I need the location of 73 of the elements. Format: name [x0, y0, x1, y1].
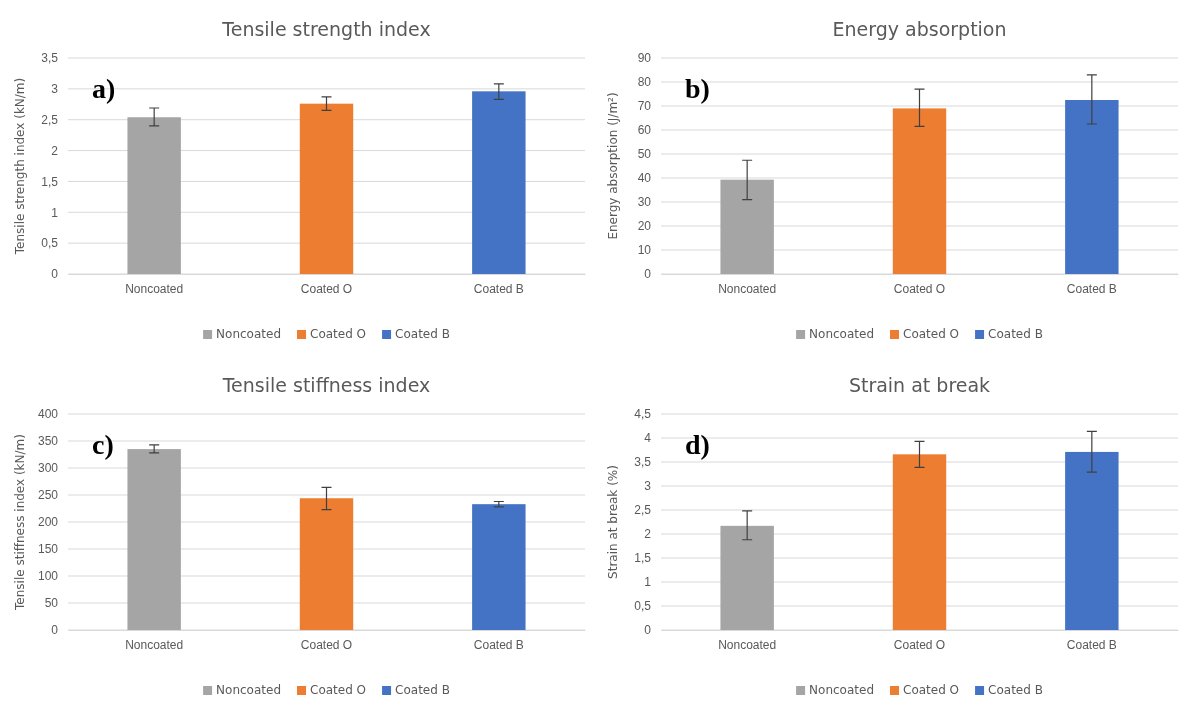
y-tick-label: 40 — [637, 171, 652, 186]
y-tick-label: 50 — [637, 147, 652, 162]
x-tick-label: Coated O — [893, 281, 946, 296]
y-tick-label: 1,5 — [634, 551, 652, 566]
x-tick-label: Coated B — [1066, 281, 1117, 296]
y-tick-label: 2,5 — [634, 503, 652, 518]
y-tick-label: 20 — [637, 219, 652, 234]
x-tick-label: Coated B — [473, 637, 524, 652]
y-tick-label: 0,5 — [634, 599, 652, 614]
y-tick-label: 250 — [37, 488, 59, 503]
legend-label: Noncoated — [809, 327, 875, 341]
y-tick-label: 300 — [37, 461, 59, 476]
legend-label: Coated B — [395, 683, 450, 697]
legend-label: Coated O — [903, 327, 960, 341]
x-tick-label: Coated O — [300, 281, 353, 296]
y-tick-label: 400 — [37, 407, 59, 422]
x-tick-label: Noncoated — [718, 637, 777, 652]
x-tick-label: Noncoated — [125, 281, 184, 296]
y-tick-label: 4,5 — [634, 407, 652, 422]
y-tick-label: 100 — [37, 569, 59, 584]
y-axis-title: Strain at break (%) — [606, 465, 620, 579]
x-tick-label: Coated B — [473, 281, 524, 296]
x-tick-label: Noncoated — [718, 281, 777, 296]
annotation: c) — [92, 429, 114, 460]
y-tick-label: 80 — [637, 75, 652, 90]
y-tick-label: 70 — [637, 99, 652, 114]
x-tick-label: Coated B — [1066, 637, 1117, 652]
legend-label: Noncoated — [216, 327, 282, 341]
y-tick-label: 150 — [37, 542, 59, 557]
annotation: a) — [92, 73, 116, 104]
y-axis-title: Tensile stiffness index (kN/m) — [13, 434, 27, 611]
legend-label: Coated O — [310, 683, 367, 697]
legend-label: Noncoated — [809, 683, 875, 697]
chart-title: Strain at break — [848, 374, 991, 396]
y-tick-label: 1 — [644, 575, 652, 590]
y-tick-label: 3,5 — [634, 455, 652, 470]
y-tick-label: 0 — [51, 623, 59, 638]
y-tick-label: 4 — [644, 431, 652, 446]
y-tick-label: 1 — [51, 205, 59, 220]
y-tick-label: 3,5 — [41, 51, 59, 66]
legend-label: Noncoated — [216, 683, 282, 697]
x-tick-label: Coated O — [893, 637, 946, 652]
y-tick-label: 0 — [644, 267, 652, 282]
annotation: d) — [685, 429, 710, 460]
y-tick-label: 2,5 — [41, 113, 59, 128]
y-tick-label: 10 — [637, 243, 652, 258]
legend-label: Coated O — [310, 327, 367, 341]
legend-label: Coated B — [988, 683, 1043, 697]
legend-label: Coated B — [395, 327, 450, 341]
chart-title: Tensile strength index — [221, 18, 431, 40]
y-tick-label: 90 — [637, 51, 652, 66]
y-tick-label: 0 — [51, 267, 59, 282]
y-axis-title: Energy absorption (J/m²) — [606, 92, 620, 240]
y-tick-label: 200 — [37, 515, 59, 530]
y-tick-label: 0,5 — [41, 236, 59, 251]
chart-title: Energy absorption — [832, 18, 1007, 40]
y-tick-label: 350 — [37, 434, 59, 449]
y-tick-label: 30 — [637, 195, 652, 210]
y-tick-label: 1,5 — [41, 174, 59, 189]
annotation: b) — [685, 73, 710, 104]
y-axis-title: Tensile strength index (kN/m) — [13, 77, 27, 256]
x-tick-label: Coated O — [300, 637, 353, 652]
y-tick-label: 3 — [644, 479, 652, 494]
legend-label: Coated O — [903, 683, 960, 697]
y-tick-label: 50 — [44, 596, 59, 611]
y-tick-label: 0 — [644, 623, 652, 638]
y-tick-label: 3 — [51, 82, 59, 97]
x-tick-label: Noncoated — [125, 637, 184, 652]
legend-label: Coated B — [988, 327, 1043, 341]
chart-title: Tensile stiffness index — [221, 374, 431, 396]
y-tick-label: 60 — [637, 123, 652, 138]
y-tick-label: 2 — [644, 527, 652, 542]
y-tick-label: 2 — [51, 143, 59, 158]
